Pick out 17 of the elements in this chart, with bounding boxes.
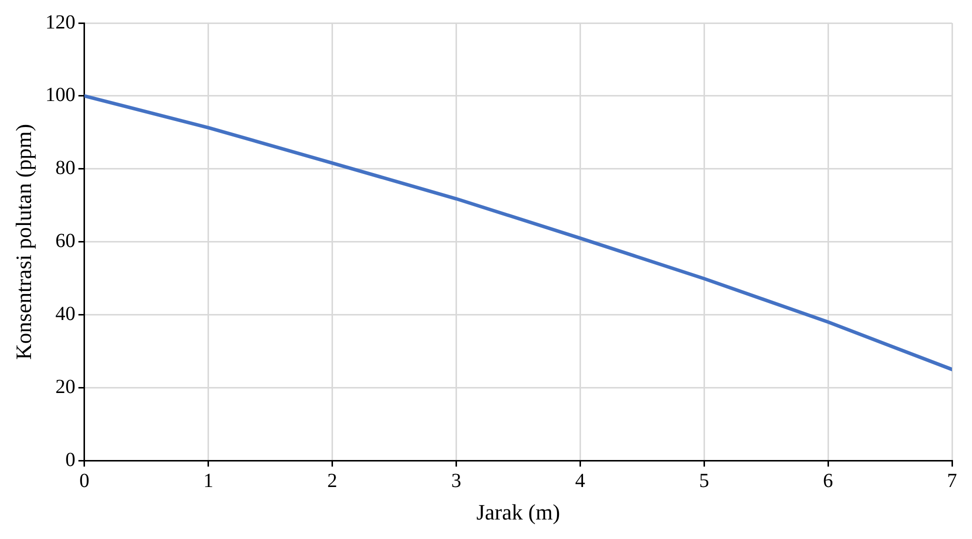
- y-tick-label: 0: [65, 448, 76, 471]
- x-tick-label: 6: [823, 470, 834, 492]
- y-tick-label: 120: [45, 11, 76, 34]
- x-tick-label: 3: [451, 470, 462, 492]
- y-tick-label: 100: [45, 84, 76, 106]
- x-axis-title: Jarak (m): [476, 500, 560, 525]
- x-tick-label: 7: [947, 470, 957, 492]
- x-tick-label: 2: [327, 470, 338, 492]
- y-tick-label: 20: [55, 376, 76, 398]
- y-axis-title: Konsentrasi polutan (ppm): [10, 124, 36, 360]
- x-tick-label: 4: [575, 470, 586, 492]
- y-tick-label: 40: [55, 302, 76, 325]
- x-tick-label: 0: [79, 470, 90, 492]
- x-tick-label: 1: [203, 470, 214, 492]
- y-tick-label: 80: [55, 157, 76, 180]
- y-tick-label: 60: [55, 230, 76, 252]
- x-tick-label: 5: [699, 470, 710, 492]
